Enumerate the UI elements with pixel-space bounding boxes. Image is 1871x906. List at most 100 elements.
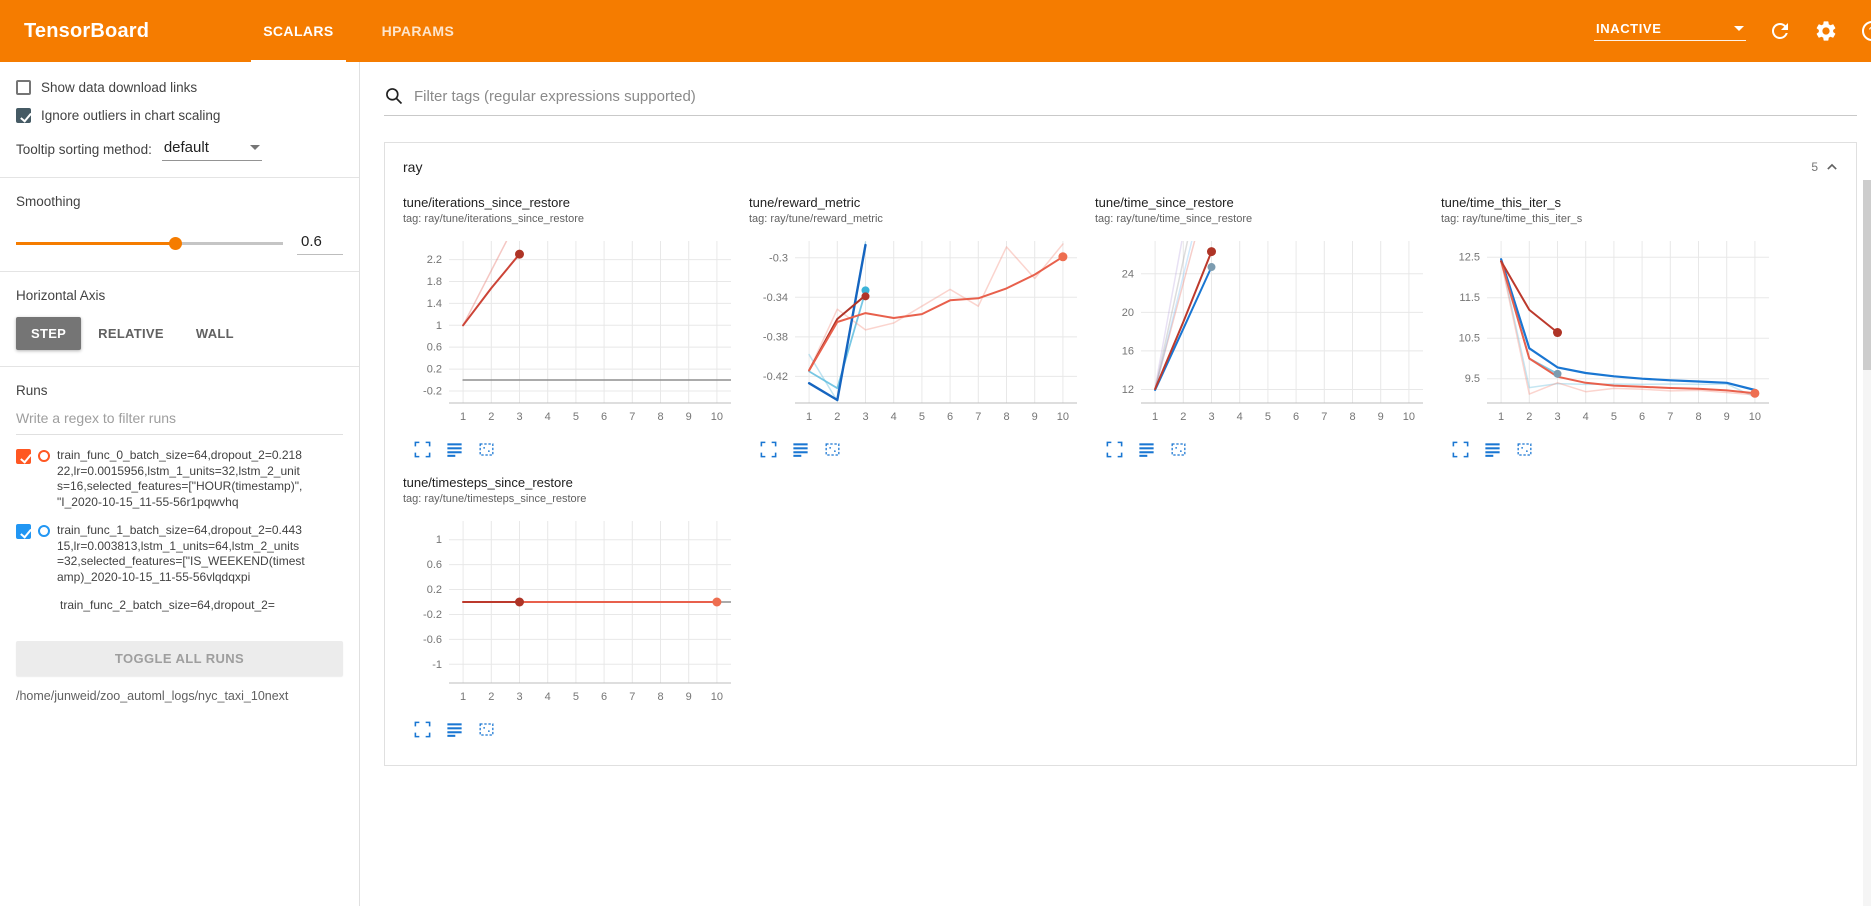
tab-bar: SCALARS HPARAMS — [239, 0, 478, 62]
vertical-scrollbar[interactable] — [1863, 180, 1871, 906]
runs-filter — [16, 410, 343, 435]
tab-hparams[interactable]: HPARAMS — [381, 23, 455, 39]
refresh-icon[interactable] — [1768, 19, 1792, 43]
toggle-all-runs-button[interactable]: TOGGLE ALL RUNS — [16, 641, 343, 676]
line-chart: 1 2 3 4 5 6 7 8 9 10 9.5 10.5 11.5 12.5 — [1441, 233, 1777, 436]
svg-text:-0.2: -0.2 — [423, 609, 442, 621]
data-status-dropdown[interactable]: INACTIVE — [1594, 21, 1746, 41]
svg-text:9.5: 9.5 — [1465, 373, 1480, 385]
line-chart: 1 2 3 4 5 6 7 8 9 10 -0.2 0.2 0.6 1 1.4 1.8 2.2 — [403, 233, 739, 436]
tag-filter-input[interactable] — [414, 87, 1857, 105]
slider-fill — [16, 242, 177, 245]
run-label: train_func_2_batch_size=64,dropout_2= — [60, 598, 275, 612]
help-icon[interactable]: ? — [1860, 19, 1871, 43]
expand-chart-icon[interactable] — [1105, 440, 1124, 459]
svg-text:6: 6 — [1293, 411, 1299, 423]
run-list-icon[interactable] — [791, 440, 810, 459]
run-label: train_func_0_batch_size=64,dropout_2=0.2… — [57, 448, 303, 509]
fit-domain-icon[interactable] — [1515, 440, 1534, 459]
axis-relative-button[interactable]: RELATIVE — [83, 317, 179, 350]
tooltip-sorting-select[interactable]: default — [161, 137, 262, 161]
svg-text:3: 3 — [516, 411, 522, 423]
svg-text:0.6: 0.6 — [427, 342, 442, 354]
expand-chart-icon[interactable] — [413, 440, 432, 459]
run-label: train_func_1_batch_size=64,dropout_2=0.4… — [57, 523, 305, 584]
svg-text:10: 10 — [1403, 411, 1415, 423]
svg-text:4: 4 — [1237, 411, 1243, 423]
svg-text:10: 10 — [1749, 411, 1761, 423]
fit-domain-icon[interactable] — [477, 440, 496, 459]
run-list-icon[interactable] — [1137, 440, 1156, 459]
svg-text:3: 3 — [1554, 411, 1560, 423]
line-chart: 1 2 3 4 5 6 7 8 9 10 12 16 20 24 — [1095, 233, 1431, 436]
run-checkbox[interactable] — [16, 524, 31, 539]
svg-text:12: 12 — [1122, 384, 1134, 396]
tab-scalars[interactable]: SCALARS — [239, 0, 357, 62]
header-actions: INACTIVE ? — [1594, 0, 1871, 62]
chart-title: tune/iterations_since_restore — [403, 195, 570, 210]
expand-chart-icon[interactable] — [1451, 440, 1470, 459]
run-list-icon[interactable] — [445, 440, 464, 459]
svg-text:10: 10 — [1057, 411, 1069, 423]
run-list-icon[interactable] — [1483, 440, 1502, 459]
runs-list: train_func_0_batch_size=64,dropout_2=0.2… — [16, 435, 343, 639]
svg-text:5: 5 — [919, 411, 925, 423]
chart-card: tune/timesteps_since_restore tag: ray/tu… — [403, 475, 739, 739]
svg-text:11.5: 11.5 — [1459, 292, 1480, 304]
chart-card: tune/reward_metric tag: ray/tune/reward_… — [749, 195, 1085, 459]
smoothing-value[interactable]: 0.6 — [297, 231, 343, 255]
fit-domain-icon[interactable] — [477, 720, 496, 739]
scrollbar-thumb[interactable] — [1863, 180, 1871, 370]
svg-text:2: 2 — [488, 691, 494, 703]
svg-text:5: 5 — [1265, 411, 1271, 423]
svg-text:0.2: 0.2 — [427, 584, 442, 596]
svg-text:10: 10 — [711, 411, 723, 423]
run-color-swatch[interactable] — [38, 525, 50, 537]
svg-text:12.5: 12.5 — [1459, 252, 1480, 264]
run-item[interactable]: train_func_0_batch_size=64,dropout_2=0.2… — [16, 448, 343, 510]
svg-text:0.6: 0.6 — [427, 559, 442, 571]
run-checkbox[interactable] — [16, 449, 31, 464]
svg-text:-0.42: -0.42 — [763, 371, 788, 383]
fit-domain-icon[interactable] — [1169, 440, 1188, 459]
slider-thumb[interactable] — [169, 237, 183, 250]
run-color-swatch[interactable] — [38, 450, 50, 462]
checkbox-checked[interactable] — [16, 108, 31, 123]
svg-text:1: 1 — [1152, 411, 1158, 423]
chevron-down-icon — [249, 145, 260, 150]
show-download-links-checkbox[interactable]: Show data download links — [16, 80, 343, 95]
chart-title: tune/timesteps_since_restore — [403, 475, 573, 490]
smoothing-slider[interactable] — [16, 236, 283, 250]
search-icon — [386, 88, 403, 105]
svg-text:8: 8 — [1695, 411, 1701, 423]
log-directory-path: /home/junweid/zoo_automl_logs/nyc_taxi_1… — [16, 689, 289, 703]
fit-domain-icon[interactable] — [823, 440, 842, 459]
svg-text:10.5: 10.5 — [1459, 333, 1480, 345]
charts-grid: tune/iterations_since_restore tag: ray/t… — [385, 191, 1856, 765]
ray-section-header[interactable]: ray 5 — [385, 143, 1856, 191]
run-item[interactable]: train_func_2_batch_size=64,dropout_2= — [16, 598, 343, 614]
svg-text:16: 16 — [1122, 345, 1134, 357]
run-list-icon[interactable] — [445, 720, 464, 739]
status-label: INACTIVE — [1596, 21, 1662, 36]
tag-filter — [384, 86, 1857, 116]
chart-card: tune/time_this_iter_s tag: ray/tune/time… — [1441, 195, 1777, 459]
chevron-up-icon[interactable] — [1822, 157, 1842, 177]
chart-title: tune/time_since_restore — [1095, 195, 1234, 210]
axis-step-button[interactable]: STEP — [16, 317, 82, 350]
line-chart: 1 2 3 4 5 6 7 8 9 10 -1 -0.6 -0.2 0.2 0.6 1 — [403, 513, 739, 716]
checkbox-unchecked[interactable] — [16, 80, 31, 95]
gear-icon[interactable] — [1814, 19, 1838, 43]
expand-chart-icon[interactable] — [759, 440, 778, 459]
svg-text:9: 9 — [1724, 411, 1730, 423]
ignore-outliers-checkbox[interactable]: Ignore outliers in chart scaling — [16, 108, 343, 123]
runs-filter-input[interactable] — [16, 410, 343, 426]
svg-text:?: ? — [1869, 25, 1871, 39]
svg-text:4: 4 — [545, 691, 551, 703]
svg-text:8: 8 — [657, 411, 663, 423]
run-item[interactable]: train_func_1_batch_size=64,dropout_2=0.4… — [16, 523, 343, 585]
axis-wall-button[interactable]: WALL — [181, 317, 249, 350]
expand-chart-icon[interactable] — [413, 720, 432, 739]
runs-label: Runs — [16, 383, 48, 398]
svg-text:1: 1 — [436, 320, 442, 332]
